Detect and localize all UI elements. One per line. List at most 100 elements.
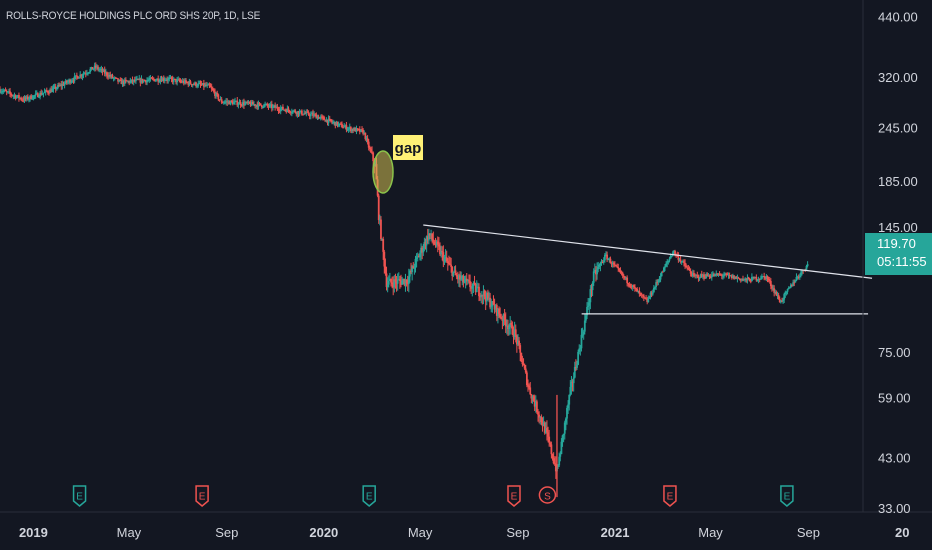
candle-body bbox=[42, 92, 45, 94]
candle-body bbox=[257, 103, 260, 108]
candle-body bbox=[771, 286, 773, 289]
candle-body bbox=[626, 277, 629, 284]
candle-body bbox=[478, 286, 480, 297]
candle-body bbox=[755, 276, 758, 281]
candle-body bbox=[206, 84, 209, 86]
candle-body bbox=[346, 129, 349, 131]
candle-body bbox=[343, 126, 346, 128]
candle-body bbox=[199, 83, 202, 85]
time-tick-label: May bbox=[698, 525, 723, 540]
event-marker-label: E bbox=[784, 492, 791, 503]
candle-body bbox=[704, 277, 707, 279]
time-axis[interactable]: 2019 May Sep 2020 May Sep 2021 May Sep 20 bbox=[19, 525, 910, 540]
candle-body bbox=[489, 297, 492, 308]
candle-body bbox=[455, 275, 458, 277]
candle-body bbox=[370, 148, 372, 153]
candle-body bbox=[729, 275, 732, 277]
candle-body bbox=[542, 422, 545, 427]
candle-body bbox=[227, 101, 230, 103]
candle-body bbox=[554, 464, 557, 472]
candle-body bbox=[696, 275, 699, 277]
candle-body bbox=[335, 121, 338, 126]
candle-body bbox=[395, 281, 398, 284]
candle-body bbox=[243, 102, 245, 106]
candle-body bbox=[308, 114, 311, 117]
candle-body bbox=[707, 275, 710, 277]
symbol-title[interactable]: ROLLS-ROYCE HOLDINGS PLC ORD SHS 20P, 1D… bbox=[6, 10, 261, 22]
candle-body bbox=[306, 111, 309, 113]
trendline[interactable] bbox=[423, 224, 873, 279]
candle-body bbox=[138, 78, 141, 80]
candle-body bbox=[648, 297, 651, 299]
candle-body bbox=[502, 314, 505, 321]
candle-body bbox=[525, 372, 528, 386]
candle-body bbox=[89, 69, 92, 73]
candle-body bbox=[568, 394, 571, 405]
candle-body bbox=[703, 274, 705, 278]
candle-body bbox=[602, 260, 605, 263]
candle-body bbox=[710, 275, 713, 278]
candle-body bbox=[657, 280, 660, 283]
candle-body bbox=[124, 79, 127, 81]
candle-body bbox=[642, 295, 645, 298]
candle-body bbox=[504, 319, 507, 327]
gap-label: gap bbox=[395, 140, 422, 157]
price-tick-label: 245.00 bbox=[878, 121, 918, 136]
bar-countdown: 05:11:55 bbox=[877, 254, 927, 269]
candle-body bbox=[0, 91, 3, 93]
candle-body bbox=[515, 335, 518, 345]
candle-body bbox=[55, 87, 58, 90]
candle-body bbox=[403, 278, 406, 285]
earnings-event-marker[interactable]: E bbox=[195, 485, 209, 507]
candle-body bbox=[393, 279, 396, 288]
candle-body bbox=[292, 110, 294, 113]
candle-body bbox=[182, 80, 185, 84]
split-event-marker[interactable]: S bbox=[538, 486, 557, 504]
price-tick-label: 75.00 bbox=[878, 345, 911, 360]
candle-body bbox=[357, 129, 360, 131]
earnings-event-marker[interactable]: E bbox=[780, 485, 794, 507]
time-tick-label: May bbox=[408, 525, 433, 540]
candle-body bbox=[621, 272, 624, 276]
candle-body bbox=[655, 282, 658, 288]
candle-body bbox=[259, 103, 262, 106]
candle-body bbox=[785, 291, 788, 293]
earnings-event-marker[interactable]: E bbox=[362, 485, 376, 507]
candle-body bbox=[691, 273, 694, 277]
candle-body bbox=[26, 96, 29, 100]
candle-body bbox=[250, 101, 253, 106]
candle-body bbox=[677, 255, 680, 260]
candle-body bbox=[270, 104, 273, 109]
candle-body bbox=[687, 268, 690, 270]
candle-body bbox=[173, 78, 176, 80]
earnings-event-marker[interactable]: E bbox=[507, 485, 521, 507]
candle-body bbox=[734, 276, 737, 280]
earnings-event-marker[interactable]: E bbox=[663, 485, 677, 507]
candle-body bbox=[559, 454, 562, 457]
candle-body bbox=[754, 276, 757, 279]
candle-body bbox=[412, 266, 415, 269]
earnings-event-marker[interactable]: E bbox=[72, 485, 87, 507]
candle-body bbox=[587, 305, 590, 307]
price-axis[interactable]: 440.00 320.00 245.00 185.00 145.00 75.00 59.00… bbox=[878, 10, 918, 516]
candle-body bbox=[295, 112, 298, 115]
candle-body bbox=[435, 241, 438, 246]
candle-body bbox=[352, 129, 355, 131]
candle-body bbox=[322, 116, 324, 118]
candle-body bbox=[746, 277, 749, 281]
candle-body bbox=[440, 250, 443, 255]
candle-body bbox=[647, 298, 650, 303]
trendlines bbox=[423, 224, 873, 315]
candle-body bbox=[67, 81, 69, 83]
candle-body bbox=[592, 271, 595, 283]
candle-body bbox=[59, 84, 62, 86]
candle-body bbox=[355, 128, 358, 132]
candle-body bbox=[108, 74, 111, 77]
candle-body bbox=[209, 85, 212, 88]
candle-body bbox=[579, 348, 582, 350]
candle-body bbox=[639, 292, 642, 294]
candle-body bbox=[0, 89, 1, 93]
candle-body bbox=[722, 275, 724, 277]
candle-body bbox=[410, 270, 412, 273]
